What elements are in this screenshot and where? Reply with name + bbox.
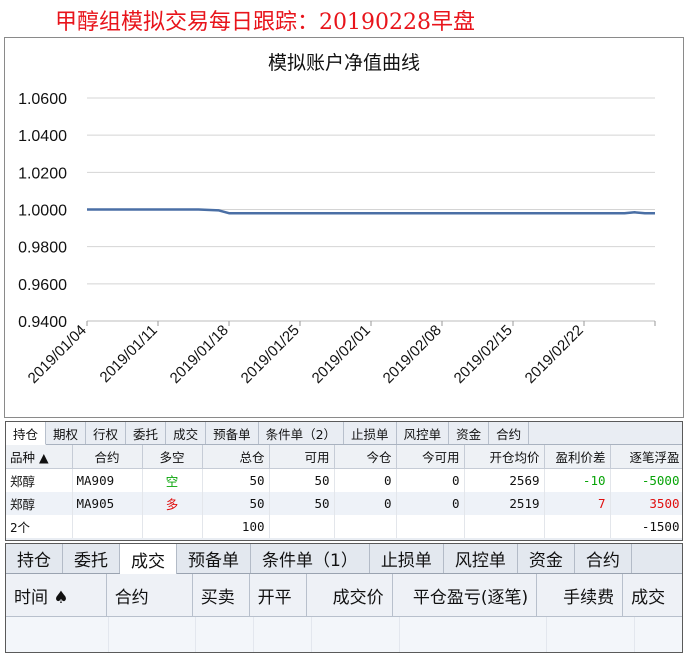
x-tick-label: 2019/02/15 [451,322,516,387]
col-header-available[interactable]: 可用 [269,445,335,469]
col-header-today[interactable]: 今仓 [334,445,397,469]
table-row[interactable]: 郑醇 MA909 空 50 50 0 0 2569 -10 -5000 [6,468,682,492]
x-tick-label: 2019/01/11 [97,322,161,386]
trades-tab[interactable]: 持仓 [6,544,63,573]
y-tick-label: 0.9600 [18,277,67,294]
trades-panel: 持仓 委托 成交 预备单 条件单（1） 止损单 风控单 资金 合约 时间 ♠ 合约 买卖 开平 … [5,543,683,653]
cell-spread: -10 [544,468,611,492]
positions-header-row: 品种 ▲ 合约 多空 总仓 可用 今仓 今可用 开仓均价 盈利价差 逐笔浮盈 [6,445,682,469]
positions-tab[interactable]: 委托 [126,422,167,444]
y-tick-label: 1.0000 [18,203,67,220]
positions-tab[interactable]: 成交 [166,422,207,444]
x-tick-label: 2019/01/18 [167,322,232,387]
cell-available: 50 [269,492,335,515]
trades-tab[interactable]: 预备单 [177,544,251,573]
trades-tab[interactable]: 风控单 [444,544,518,573]
col-header-trade-price[interactable]: 成交价 [307,574,393,616]
chart-title: 模拟账户净值曲线 [268,52,420,74]
y-tick-label: 1.0200 [18,165,67,182]
y-tick-label: 0.9800 [18,240,67,257]
summary-count: 2个 [6,515,73,538]
cell-today-available: 0 [396,492,465,515]
positions-tab[interactable]: 资金 [449,422,490,444]
trades-tab[interactable]: 条件单（1） [251,544,370,573]
cell-today: 0 [334,468,397,492]
col-header-trade[interactable]: 成交 [631,587,666,608]
cell-side: 空 [142,468,203,492]
cell-contract: MA909 [72,468,143,492]
trades-tab[interactable]: 委托 [63,544,120,573]
col-header-variety[interactable]: 品种 ▲ [6,445,73,469]
nav-chart-svg: 模拟账户净值曲线 1.0600 1.0400 1.0200 1.0000 0.9800 0.… [18,52,656,387]
col-header-contract[interactable]: 合约 [72,445,143,469]
y-tick-label: 0.9400 [18,314,67,331]
y-tick-label: 1.0400 [18,128,67,145]
cell-avg-price: 2569 [464,468,545,492]
summary-total: 100 [202,515,270,538]
x-tick-label: 2019/01/04 [25,322,90,387]
cell-today-available: 0 [396,468,465,492]
col-header-total[interactable]: 总仓 [202,445,270,469]
summary-float-pl: -1500 [610,515,682,538]
col-header-open-close[interactable]: 开平 [250,574,307,616]
x-tick-label: 2019/02/01 [309,322,374,387]
col-header-spread[interactable]: 盈利价差 [544,445,611,469]
positions-tab[interactable]: 条件单（2） [259,422,345,444]
y-tick-label: 1.0600 [18,91,67,108]
cell-total: 50 [202,468,270,492]
x-tick-label: 2019/01/25 [238,322,303,387]
cell-total: 50 [202,492,270,515]
col-header-today-available[interactable]: 今可用 [396,445,465,469]
cell-float-pl: 3500 [610,492,682,515]
col-header-side[interactable]: 多空 [142,445,203,469]
cell-variety: 郑醇 [6,468,73,492]
positions-tab[interactable]: 风控单 [397,422,450,444]
positions-tab[interactable]: 持仓 [6,422,47,445]
cell-variety: 郑醇 [6,492,73,515]
positions-tab[interactable]: 预备单 [206,422,259,444]
cell-float-pl: -5000 [610,468,682,492]
nav-series-line [87,208,655,215]
trades-tab-bar: 持仓 委托 成交 预备单 条件单（1） 止损单 风控单 资金 合约 [6,544,682,574]
cell-contract: MA905 [72,492,143,515]
trades-tab[interactable]: 止损单 [370,544,444,573]
summary-row: 2个 100 -1500 [6,515,682,538]
col-header-fee[interactable]: 手续费 [537,574,624,616]
positions-table: 品种 ▲ 合约 多空 总仓 可用 今仓 今可用 开仓均价 盈利价差 逐笔浮盈 郑… [6,445,682,538]
cell-side: 多 [142,492,203,515]
cell-today: 0 [334,492,397,515]
cell-available: 50 [269,468,335,492]
page-title: 甲醇组模拟交易每日跟踪：20190228早盘 [55,10,475,35]
x-tick-label: 2019/02/08 [380,322,445,387]
col-header-buy-sell[interactable]: 买卖 [193,574,250,616]
trades-tab[interactable]: 资金 [518,544,575,573]
cell-spread: 7 [544,492,611,515]
table-row[interactable]: 郑醇 MA905 多 50 50 0 0 2519 7 3500 [6,492,682,515]
positions-tab[interactable]: 合约 [489,422,530,444]
positions-panel: 持仓 期权 行权 委托 成交 预备单 条件单（2） 止损单 风控单 资金 合约 品种 ▲ 合约 多空… [5,421,683,541]
nav-chart: 模拟账户净值曲线 1.0600 1.0400 1.0200 1.0000 0.9800 0.… [4,37,684,418]
positions-tab[interactable]: 行权 [86,422,127,444]
positions-tab[interactable]: 期权 [46,422,87,444]
cell-avg-price: 2519 [464,492,545,515]
col-header-close-pl[interactable]: 平仓盈亏(逐笔) [393,574,538,616]
x-tick-label: 2019/02/22 [522,322,587,387]
col-header-float-pl[interactable]: 逐笔浮盈 [610,445,682,469]
col-header-avg-price[interactable]: 开仓均价 [464,445,545,469]
trades-tab[interactable]: 成交 [120,544,177,574]
positions-tab-bar: 持仓 期权 行权 委托 成交 预备单 条件单（2） 止损单 风控单 资金 合约 [6,422,682,445]
trades-empty-row [6,617,682,652]
trades-tab[interactable]: 合约 [575,544,632,573]
trades-header-row: 时间 ♠ 合约 买卖 开平 成交价 平仓盈亏(逐笔) 手续费 成交 [6,574,682,617]
col-header-contract[interactable]: 合约 [107,574,193,616]
positions-tab[interactable]: 止损单 [344,422,397,444]
col-header-time[interactable]: 时间 ♠ [6,574,107,616]
